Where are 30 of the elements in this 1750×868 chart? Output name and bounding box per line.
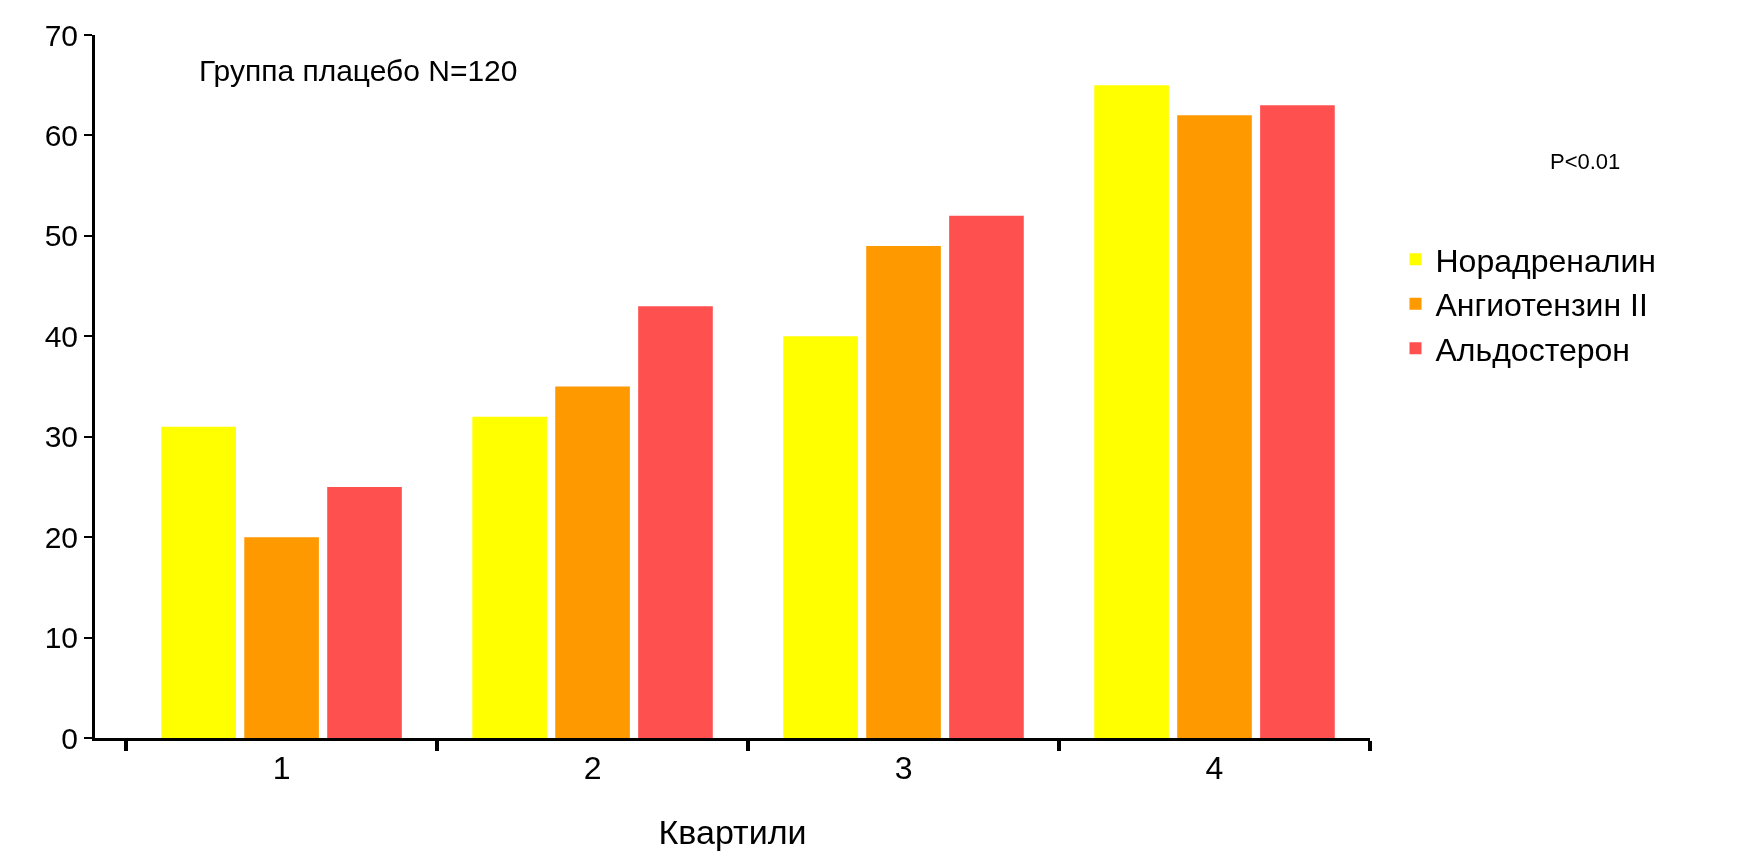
annotation: Группа плацебо N=120	[199, 54, 518, 87]
bar	[244, 537, 319, 738]
legend-label: Альдостерон	[1435, 331, 1631, 368]
text: P<0.01	[1550, 149, 1621, 174]
y-tick-label: 0	[61, 721, 78, 755]
y-tick-label: 50	[44, 219, 78, 253]
bar	[1094, 85, 1169, 738]
bar	[866, 245, 941, 738]
x-tick-label: 4	[1205, 750, 1224, 787]
legend-label: Норадреналин	[1435, 242, 1656, 279]
y-tick-label: 30	[44, 420, 78, 454]
bar	[1177, 115, 1252, 738]
y-tick-label: 40	[44, 319, 78, 353]
y-tick-label: 10	[44, 621, 78, 655]
x-tick-label: 3	[894, 750, 913, 787]
x-tick-label: 1	[272, 750, 291, 787]
x-axis-title: Квартили	[658, 812, 807, 851]
bar	[555, 386, 630, 738]
y-tick-label: 20	[44, 520, 78, 554]
legend-label: Ангиотензин II	[1435, 287, 1648, 324]
bar	[638, 306, 713, 738]
x-tick-label: 2	[583, 750, 602, 787]
bar	[472, 416, 547, 738]
bar	[783, 336, 858, 738]
bar	[161, 426, 236, 738]
bar	[949, 215, 1024, 738]
bar	[327, 486, 402, 738]
y-tick-label: 70	[44, 18, 78, 52]
y-tick-label: 60	[44, 118, 78, 152]
bar	[1260, 105, 1335, 738]
